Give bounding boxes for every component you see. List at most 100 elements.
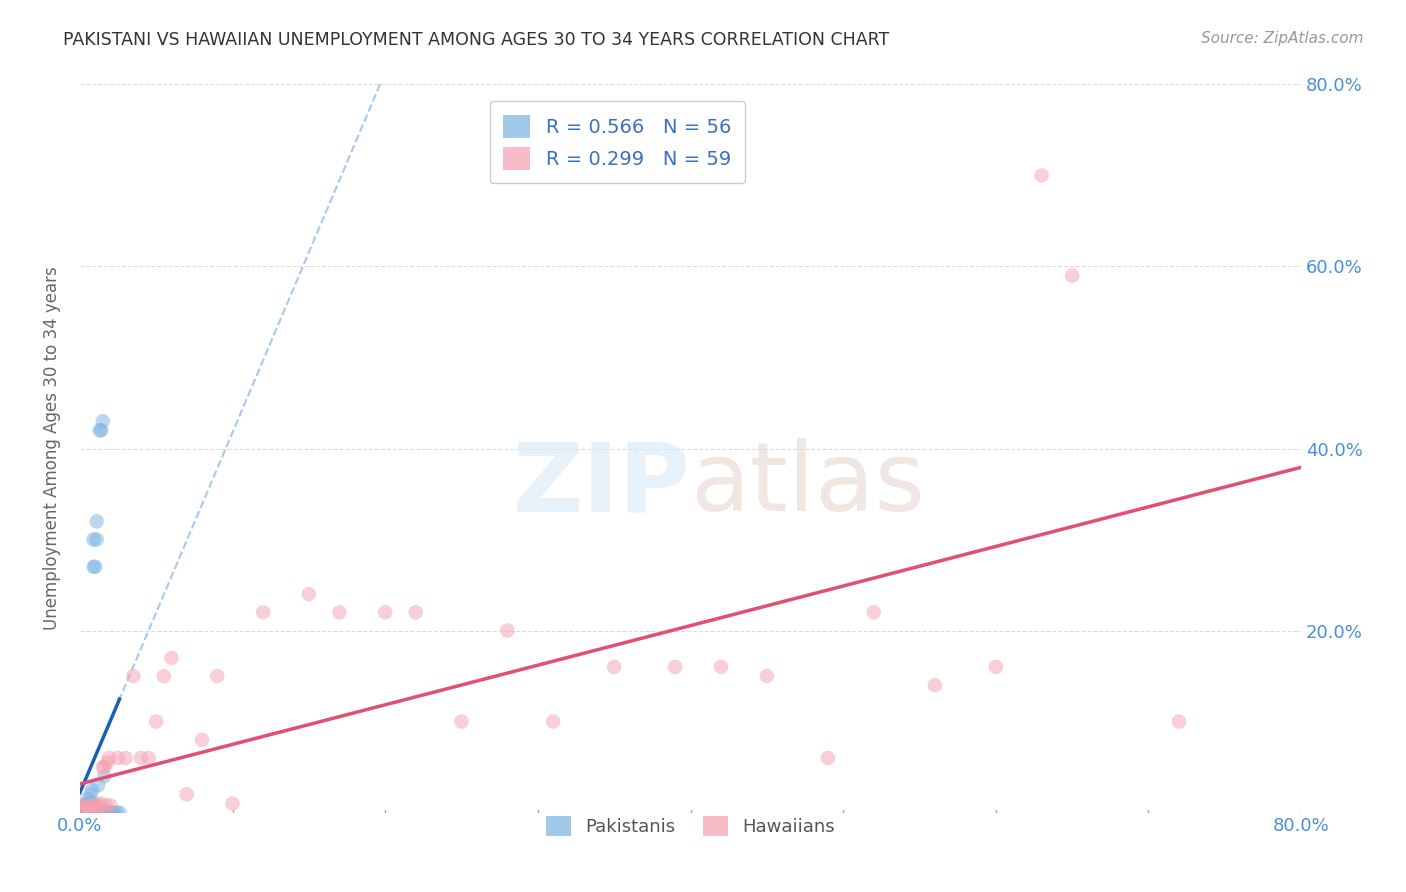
Point xyxy=(69,799,91,814)
Point xyxy=(755,669,778,683)
Point xyxy=(96,756,118,770)
Point xyxy=(69,805,91,820)
Point xyxy=(77,805,100,820)
Point xyxy=(100,798,122,813)
Point xyxy=(122,669,145,683)
Point xyxy=(1031,169,1053,183)
Point xyxy=(105,805,128,820)
Point xyxy=(69,805,91,820)
Point xyxy=(91,805,114,820)
Point xyxy=(83,798,105,813)
Point xyxy=(405,605,427,619)
Point xyxy=(72,801,94,815)
Point xyxy=(86,533,108,547)
Point xyxy=(75,803,97,817)
Point xyxy=(69,798,91,813)
Point xyxy=(91,414,114,428)
Point xyxy=(541,714,564,729)
Point xyxy=(90,797,112,811)
Point xyxy=(79,797,101,811)
Point xyxy=(69,803,91,817)
Point xyxy=(84,805,107,820)
Point xyxy=(79,805,101,820)
Point xyxy=(603,660,626,674)
Point xyxy=(77,801,100,815)
Point xyxy=(817,751,839,765)
Point xyxy=(138,751,160,765)
Point xyxy=(79,805,101,820)
Point xyxy=(91,760,114,774)
Point xyxy=(1168,714,1191,729)
Point xyxy=(69,800,91,814)
Point xyxy=(69,802,91,816)
Point xyxy=(73,803,96,817)
Point xyxy=(97,805,120,820)
Point xyxy=(664,660,686,674)
Point xyxy=(108,805,131,820)
Point xyxy=(89,798,111,813)
Point xyxy=(374,605,396,619)
Point xyxy=(93,769,115,783)
Point xyxy=(176,788,198,802)
Point xyxy=(496,624,519,638)
Point xyxy=(450,714,472,729)
Point xyxy=(100,805,122,820)
Point xyxy=(73,798,96,813)
Point xyxy=(89,423,111,437)
Point xyxy=(328,605,350,619)
Point xyxy=(75,805,97,820)
Point xyxy=(69,805,91,820)
Point xyxy=(76,805,98,820)
Y-axis label: Unemployment Among Ages 30 to 34 years: Unemployment Among Ages 30 to 34 years xyxy=(44,267,60,631)
Text: PAKISTANI VS HAWAIIAN UNEMPLOYMENT AMONG AGES 30 TO 34 YEARS CORRELATION CHART: PAKISTANI VS HAWAIIAN UNEMPLOYMENT AMONG… xyxy=(63,31,890,49)
Point xyxy=(72,804,94,818)
Point xyxy=(75,800,97,814)
Point xyxy=(80,782,103,797)
Point xyxy=(84,559,107,574)
Point xyxy=(191,732,214,747)
Point xyxy=(87,805,110,820)
Point xyxy=(984,660,1007,674)
Point xyxy=(298,587,321,601)
Point xyxy=(86,801,108,815)
Point xyxy=(160,650,183,665)
Point xyxy=(103,805,125,820)
Point xyxy=(69,802,91,816)
Point xyxy=(69,802,91,816)
Point xyxy=(79,788,101,802)
Point xyxy=(69,803,91,817)
Point xyxy=(84,805,107,820)
Point xyxy=(90,423,112,437)
Point xyxy=(87,778,110,792)
Point xyxy=(84,797,107,811)
Point xyxy=(924,678,946,692)
Point xyxy=(69,805,91,820)
Point xyxy=(252,605,274,619)
Point xyxy=(75,805,97,820)
Point xyxy=(94,798,117,813)
Point xyxy=(94,805,117,820)
Point xyxy=(114,751,136,765)
Point xyxy=(73,805,96,820)
Point xyxy=(69,804,91,818)
Point xyxy=(69,801,91,815)
Point xyxy=(86,514,108,528)
Point xyxy=(77,798,100,813)
Text: atlas: atlas xyxy=(690,438,925,532)
Point xyxy=(107,751,129,765)
Point xyxy=(83,533,105,547)
Point xyxy=(93,760,115,774)
Point xyxy=(221,797,243,811)
Point xyxy=(207,669,229,683)
Point xyxy=(153,669,176,683)
Point xyxy=(73,801,96,815)
Text: Source: ZipAtlas.com: Source: ZipAtlas.com xyxy=(1201,31,1364,46)
Point xyxy=(72,805,94,820)
Point xyxy=(79,801,101,815)
Point xyxy=(76,802,98,816)
Point xyxy=(145,714,167,729)
Point xyxy=(73,803,96,817)
Point xyxy=(101,805,124,820)
Point xyxy=(87,805,110,820)
Point xyxy=(69,804,91,818)
